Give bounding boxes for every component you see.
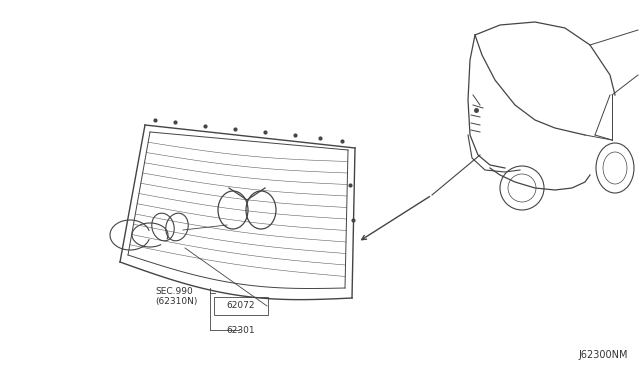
Text: SEC.990: SEC.990	[155, 287, 193, 296]
Text: J62300NM: J62300NM	[579, 350, 628, 360]
Text: (62310N): (62310N)	[155, 297, 197, 306]
Text: 62072: 62072	[227, 301, 255, 311]
Text: 62301: 62301	[227, 326, 255, 335]
